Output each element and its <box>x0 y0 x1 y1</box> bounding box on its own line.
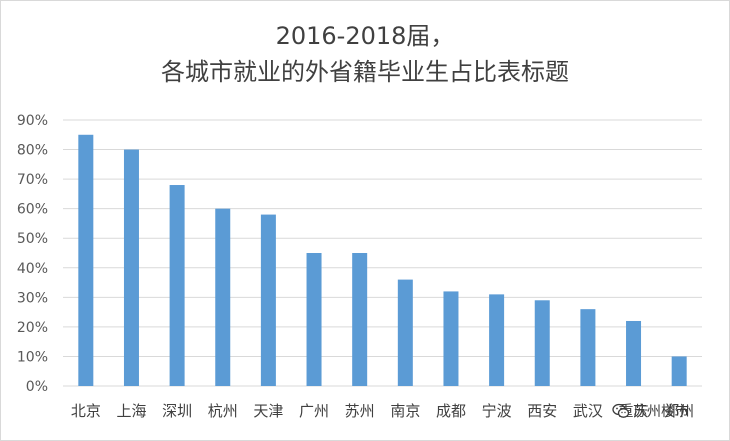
bar-5 <box>306 253 322 386</box>
x-tick-label: 北京 <box>71 402 101 420</box>
x-axis-ticks: 北京 上海 深圳 杭州 天津 广州 苏州 南京 成都 宁波 西安 武汉 重庆 郑州 <box>71 402 694 420</box>
watermark-text: 苏州楼市 <box>633 404 689 420</box>
bar-10 <box>534 300 550 386</box>
y-axis-ticks: 0% 10% 20% 30% 40% 50% 60% 70% 80% 90% <box>17 113 48 395</box>
y-tick-label: 90% <box>17 113 48 129</box>
bar-7 <box>397 279 413 386</box>
y-tick-label: 80% <box>17 143 48 159</box>
y-tick-label: 10% <box>17 349 48 365</box>
y-tick-label: 70% <box>17 172 48 188</box>
bar-12 <box>626 320 642 386</box>
bar-8 <box>443 291 459 386</box>
bar-2 <box>169 185 185 386</box>
y-tick-label: 60% <box>17 202 48 218</box>
chart-title-line-1: 2016-2018届， <box>275 22 455 50</box>
bar-13 <box>671 356 687 386</box>
bar-3 <box>215 208 231 386</box>
bar-6 <box>352 253 368 386</box>
x-tick-label: 宁波 <box>482 402 512 420</box>
bar-0 <box>78 134 94 386</box>
chart-title: 2016-2018届， 各城市就业的外省籍毕业生占比表标题 <box>0 18 730 90</box>
y-tick-label: 50% <box>17 231 48 247</box>
bar-1 <box>123 149 139 386</box>
x-tick-label: 南京 <box>390 402 420 420</box>
x-tick-label: 苏州 <box>345 402 375 420</box>
bar-4 <box>260 214 276 386</box>
y-tick-label: 30% <box>17 290 48 306</box>
watermark: 苏州楼市 <box>608 398 693 424</box>
x-tick-label: 成都 <box>436 402 466 420</box>
x-tick-label: 西安 <box>527 402 557 420</box>
x-tick-label: 杭州 <box>208 402 238 420</box>
bar-9 <box>489 294 505 386</box>
chart-title-line-2: 各城市就业的外省籍毕业生占比表标题 <box>161 58 569 86</box>
gridlines <box>63 119 702 387</box>
x-tick-label: 天津 <box>253 402 283 420</box>
y-tick-label: 40% <box>17 261 48 277</box>
x-tick-label: 广州 <box>299 402 329 420</box>
x-tick-label: 武汉 <box>573 402 603 420</box>
x-tick-label: 上海 <box>116 402 146 420</box>
x-tick-label: 郑州 <box>664 402 694 420</box>
bar-11 <box>580 309 596 386</box>
wechat-icon <box>612 402 630 420</box>
x-tick-label: 深圳 <box>162 402 192 420</box>
y-tick-label: 0% <box>26 379 48 395</box>
bars <box>78 134 687 386</box>
y-tick-label: 20% <box>17 320 48 336</box>
